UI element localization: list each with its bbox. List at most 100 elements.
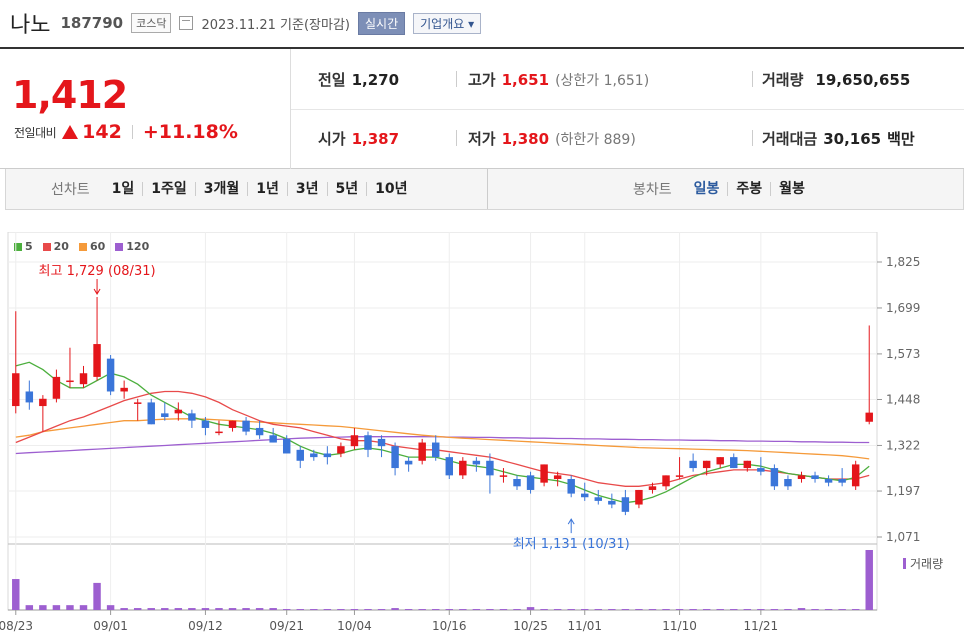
- candle-body: [567, 479, 575, 494]
- candle-body: [106, 358, 115, 392]
- candle-body: [757, 468, 765, 472]
- tab-1year[interactable]: 1년: [247, 182, 287, 196]
- company-overview-button[interactable]: 기업개요 ▾: [413, 12, 482, 34]
- ma20-line: [15, 390, 870, 487]
- candle-body: [350, 435, 359, 447]
- tab-10year[interactable]: 10년: [366, 182, 415, 196]
- candle-body: [79, 373, 88, 385]
- x-tick-label: 09/12: [188, 619, 223, 633]
- trade-amount: 거래대금 30,165 백만: [762, 129, 915, 149]
- candle-body: [391, 446, 399, 469]
- y-tick-label: 1,699: [886, 301, 920, 315]
- volume-bar: [459, 609, 467, 610]
- volume-bar: [662, 609, 670, 610]
- open-price: 시가 1,387: [318, 129, 400, 149]
- candle-body: [432, 442, 440, 458]
- volume-bar: [161, 608, 169, 610]
- volume-bar: [25, 605, 34, 610]
- volume-bar: [567, 609, 575, 610]
- up-triangle-icon: [62, 125, 79, 139]
- candle-body: [418, 442, 426, 461]
- volume-bar: [513, 609, 521, 610]
- candle-body: [743, 460, 752, 469]
- y-tick-label: 1,322: [886, 438, 920, 452]
- tab-monthly[interactable]: 월봉: [770, 182, 813, 196]
- volume-bar: [242, 608, 250, 610]
- candle-body: [201, 420, 210, 428]
- candle-body: [364, 435, 372, 450]
- high-price: 고가 1,651 (상한가 1,651): [468, 70, 650, 90]
- tab-daily[interactable]: 일봉: [693, 181, 720, 197]
- volume-bar: [594, 609, 603, 610]
- tab-weekly[interactable]: 주봉: [727, 182, 770, 196]
- candle-body: [513, 479, 521, 487]
- volume: 거래량 19,650,655: [762, 70, 911, 90]
- x-tick-label: 10/04: [337, 619, 372, 633]
- volume-bar: [12, 579, 20, 610]
- candle-body: [445, 457, 453, 476]
- low-annotation: 최저 1,131 (10/31): [513, 537, 630, 552]
- candle-body: [242, 420, 250, 432]
- low-price: 저가 1,380 (하한가 889): [468, 129, 636, 149]
- tab-1day[interactable]: 1일: [111, 181, 135, 197]
- y-tick-label: 1,573: [886, 347, 920, 361]
- candle-body: [52, 376, 61, 399]
- candle-body: [404, 460, 413, 465]
- candle-body: [377, 438, 386, 447]
- change-row: 전일대비 142 +11.18%: [14, 121, 238, 143]
- volume-bar: [106, 605, 115, 610]
- market-badge: 코스닥: [131, 13, 172, 33]
- stock-header: 나노 187790 코스닥 2023.11.21 기준(장마감) 실시간 기업개…: [10, 8, 482, 38]
- candle-body: [851, 464, 860, 487]
- volume-bar: [621, 609, 630, 610]
- y-tick-label: 1,071: [886, 530, 920, 544]
- volume-bar: [377, 609, 386, 610]
- volume-bar: [255, 608, 264, 610]
- volume-bar: [540, 609, 548, 610]
- stock-code: 187790: [60, 14, 124, 32]
- cell-separator: [752, 71, 753, 87]
- x-tick-label: 10/25: [513, 619, 548, 633]
- volume-bar: [743, 609, 752, 610]
- candlestick-chart[interactable]: 1,825 1,699 1,573 1,448 1,322 1,197 1,071 08/23…: [0, 232, 964, 643]
- candle-body: [702, 460, 711, 469]
- candle-body: [215, 431, 223, 434]
- candle-chart-label: 봉차트: [633, 182, 672, 198]
- tab-3year[interactable]: 3년: [286, 182, 327, 196]
- price-panel: 1,412 전일대비 142 +11.18% 전일 1,270 고가 1,651…: [0, 49, 964, 169]
- candle-body: [486, 460, 494, 476]
- volume-bar: [445, 609, 453, 610]
- candle-body: [581, 493, 589, 498]
- line-chart-group: 선차트 1일 1주일 3개월 1년 3년 5년 10년: [51, 169, 416, 209]
- volume-bar: [675, 609, 684, 610]
- candle-body: [608, 500, 616, 505]
- tab-1week[interactable]: 1주일: [142, 182, 195, 196]
- candle-body: [540, 464, 548, 483]
- tab-5year[interactable]: 5년: [326, 182, 367, 196]
- volume-bar: [404, 609, 413, 610]
- volume-bar: [689, 609, 697, 610]
- y-tick-label: 1,825: [886, 255, 920, 269]
- x-tick-label: 11/10: [662, 619, 697, 633]
- realtime-button[interactable]: 실시간: [358, 11, 406, 35]
- candle-chart-group: 봉차트 일봉 주봉 월봉: [633, 169, 813, 209]
- volume-bar: [215, 608, 223, 610]
- volume-bar: [648, 609, 657, 610]
- volume-bar: [174, 608, 183, 610]
- volume-bar: [526, 607, 535, 610]
- volume-bar: [391, 608, 399, 610]
- tab-3month[interactable]: 3개월: [194, 182, 248, 196]
- volume-bar: [730, 609, 738, 610]
- volume-bar: [432, 609, 440, 610]
- volume-bar: [851, 609, 860, 610]
- volume-bar: [188, 608, 196, 610]
- volume-bar: [472, 609, 481, 610]
- volume-bar: [201, 608, 210, 610]
- volume-bar: [269, 608, 277, 610]
- candle-body: [310, 453, 318, 458]
- x-tick-label: 09/21: [269, 619, 304, 633]
- candle-body: [770, 468, 779, 487]
- candle-body: [228, 420, 237, 428]
- volume-bar: [608, 609, 616, 610]
- volume-bar: [337, 609, 345, 610]
